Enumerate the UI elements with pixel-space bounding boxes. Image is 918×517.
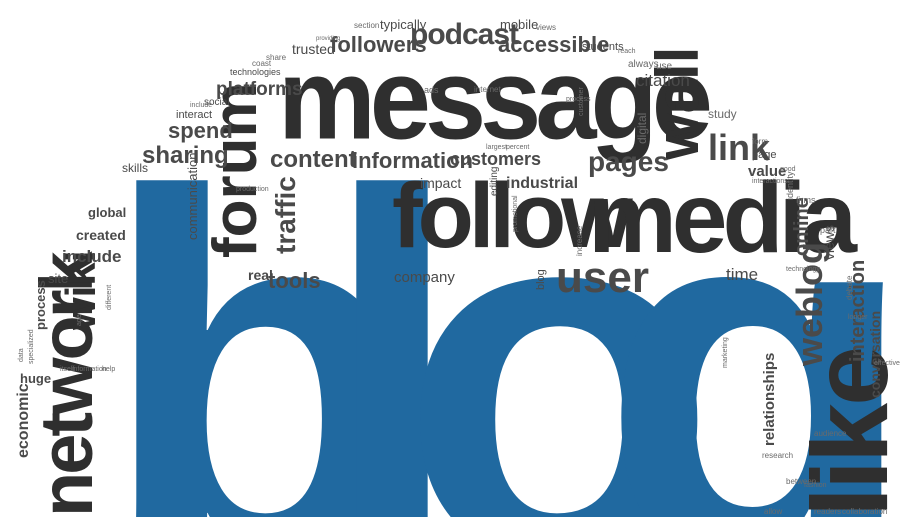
word-conversation: conversation — [867, 310, 883, 398]
hero-letter-g: g — [600, 87, 918, 517]
word-tools: tools — [268, 268, 321, 293]
word-skills: skills — [122, 161, 148, 175]
word-promotional: promotional — [512, 195, 519, 232]
word-marketing: marketing — [722, 337, 729, 368]
word-platforms: platforms — [216, 79, 303, 100]
word-technology: technology — [786, 266, 820, 273]
word-follow: follow — [392, 165, 633, 267]
word-form: form — [752, 137, 768, 146]
word-like: like — [789, 348, 910, 517]
word-students: students — [582, 41, 624, 53]
word-between: between — [786, 477, 817, 486]
word-percent: percent — [506, 144, 530, 151]
word-views2: views — [536, 23, 557, 32]
word-message: message — [278, 34, 713, 164]
word-research: research — [762, 451, 794, 460]
word-include: include — [62, 247, 122, 266]
word-effective: effective — [874, 360, 900, 367]
word-age: age — [76, 314, 83, 326]
word-digital: digital — [635, 112, 649, 144]
word-forum: forum — [201, 82, 270, 258]
word-page: page — [752, 149, 777, 161]
word-customers: customers — [450, 149, 542, 169]
word-audience: audience — [814, 429, 847, 438]
word-value: value — [748, 163, 787, 180]
word-economic: economic — [15, 383, 32, 458]
word-weblog: weblog — [789, 242, 830, 366]
word-longer: longer — [848, 314, 868, 321]
word-identity: identity — [785, 171, 795, 200]
word-interact: interact — [176, 109, 213, 121]
word-providing: providing — [316, 36, 341, 42]
word-itself: itself — [60, 366, 75, 373]
word-allow: allow — [764, 507, 783, 516]
word-global: global — [88, 205, 127, 220]
word-impact: impact — [420, 175, 462, 191]
word-sharing: sharing — [142, 142, 229, 169]
word-spend: spend — [168, 118, 233, 143]
word-company: company — [394, 269, 455, 286]
word-communication: communication — [185, 152, 200, 240]
word-specialized: specialized — [28, 329, 35, 364]
word-study: study — [708, 107, 737, 121]
word-huge: huge — [20, 371, 52, 386]
word-media: media — [588, 162, 857, 274]
word-pages: pages — [588, 146, 669, 177]
word-blog: blog — [535, 269, 547, 290]
word-industrial: industrial — [506, 175, 579, 192]
word-production: production — [236, 186, 269, 193]
word-process2: process — [566, 96, 591, 103]
word-editing: editing — [489, 166, 500, 196]
word-collaboration: collaboration — [842, 507, 888, 516]
word-content: content — [270, 146, 357, 173]
word-citation: citation — [636, 71, 690, 90]
word-social: social — [204, 97, 230, 108]
word-always: always — [628, 59, 659, 70]
word-use: use — [656, 61, 673, 72]
word-interactions: interactions — [752, 178, 788, 185]
word-fashion: fashion — [804, 482, 827, 489]
word-share: share — [266, 53, 287, 62]
word-mobile: mobile — [500, 17, 539, 32]
word-include2: include — [190, 102, 213, 109]
word-good: good — [780, 166, 796, 173]
word-largest: largest — [486, 144, 508, 151]
word-accessible: accessible — [498, 32, 610, 57]
word-technologies: technologies — [230, 67, 281, 77]
word-process: process — [33, 280, 48, 330]
word-internet: internet — [474, 85, 501, 94]
word-podcast: podcast — [410, 18, 519, 51]
word-readers: readers — [814, 507, 842, 516]
word-information2: information — [72, 366, 107, 373]
word-help: help — [102, 366, 116, 373]
word-trusted: trusted — [292, 41, 335, 57]
word-created: created — [76, 227, 126, 243]
word-section: section — [354, 21, 380, 30]
word-ads: ads — [424, 85, 439, 95]
word-typically: typically — [380, 17, 427, 32]
word-real: real — [248, 267, 273, 283]
word-user: user — [556, 253, 649, 302]
word-reach: reach — [618, 48, 636, 55]
word-information: information — [352, 148, 473, 173]
word-increase: increase — [575, 225, 584, 256]
word-different: different — [106, 284, 113, 310]
word-site: site — [48, 271, 69, 286]
word-debate: debate — [845, 275, 854, 300]
word-part: part — [820, 225, 836, 235]
word-data: data — [18, 348, 25, 362]
word-coast: coast — [252, 59, 272, 68]
hero-letter-o: o — [400, 87, 718, 517]
word-followers: followers — [330, 32, 427, 57]
word-relationships: relationships — [761, 352, 778, 446]
word-link: link — [708, 127, 771, 168]
hero-letter-l: l — [320, 87, 465, 517]
word-traffic: traffic — [270, 176, 301, 254]
word-time: time — [726, 265, 759, 284]
word-firms: firms — [796, 195, 816, 205]
hero-letter-b: b — [100, 87, 418, 517]
